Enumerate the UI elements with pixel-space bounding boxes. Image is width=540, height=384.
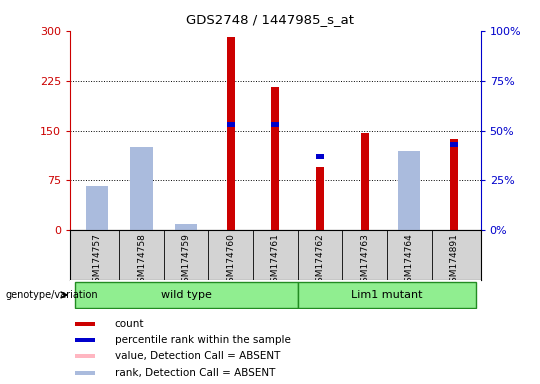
Bar (86, 222, 108, 230)
Bar (131, 164, 153, 230)
Bar (75, 322, 94, 326)
Text: rank, Detection Call = ABSENT: rank, Detection Call = ABSENT (115, 368, 275, 378)
Text: GSM174764: GSM174764 (404, 233, 414, 288)
Text: GSM174763: GSM174763 (360, 233, 369, 288)
Text: GSM174757: GSM174757 (92, 233, 102, 288)
Bar (450, 139, 458, 230)
Bar (175, 224, 197, 230)
Text: count: count (115, 319, 144, 329)
Text: Lim1 mutant: Lim1 mutant (351, 290, 423, 300)
Text: genotype/variation: genotype/variation (5, 290, 98, 300)
Text: GSM174761: GSM174761 (271, 233, 280, 288)
Bar (272, 122, 279, 127)
FancyBboxPatch shape (298, 282, 476, 308)
Text: GSM174891: GSM174891 (449, 233, 458, 288)
Text: GSM174759: GSM174759 (181, 233, 191, 288)
Bar (75, 371, 94, 375)
Bar (361, 132, 369, 230)
Text: GSM174760: GSM174760 (226, 233, 235, 288)
Text: GSM174762: GSM174762 (315, 233, 325, 288)
Bar (227, 37, 235, 230)
Bar (75, 338, 94, 343)
Bar (86, 187, 108, 230)
Text: percentile rank within the sample: percentile rank within the sample (115, 335, 291, 345)
Bar (175, 227, 197, 230)
Text: GSM174758: GSM174758 (137, 233, 146, 288)
Bar (131, 147, 153, 230)
Text: value, Detection Call = ABSENT: value, Detection Call = ABSENT (115, 351, 280, 361)
Text: GDS2748 / 1447985_s_at: GDS2748 / 1447985_s_at (186, 13, 354, 26)
Bar (398, 177, 420, 230)
FancyBboxPatch shape (75, 282, 298, 308)
Bar (316, 154, 324, 159)
Text: wild type: wild type (161, 290, 212, 300)
Bar (75, 354, 94, 359)
Bar (398, 151, 420, 230)
Bar (227, 122, 235, 127)
Bar (450, 142, 458, 147)
Bar (272, 87, 279, 230)
Bar (316, 167, 324, 230)
